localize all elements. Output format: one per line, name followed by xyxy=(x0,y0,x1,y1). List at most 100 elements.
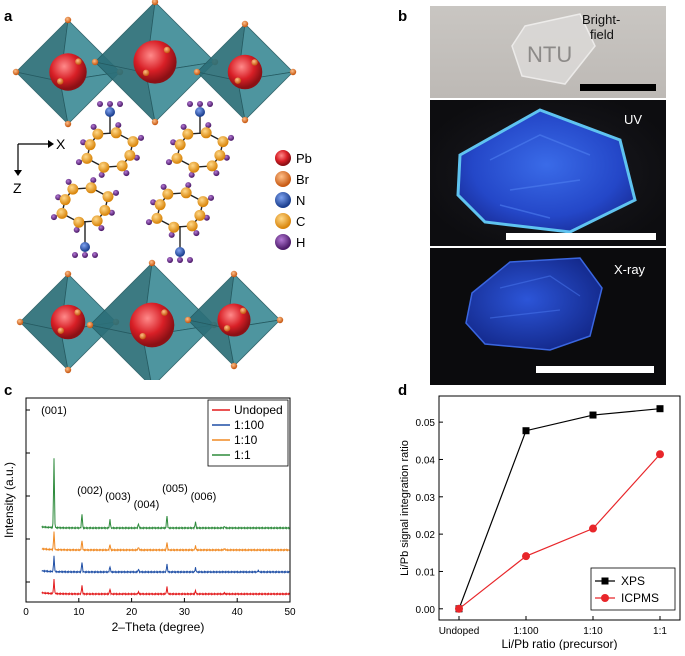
c-atom xyxy=(214,149,226,161)
scale-bar xyxy=(580,84,656,91)
h-atom xyxy=(150,199,157,206)
h-atom xyxy=(133,154,140,161)
x-tick-label: 20 xyxy=(126,607,138,618)
br-atom xyxy=(57,78,64,85)
legend-label: 1:1 xyxy=(234,448,251,462)
legend-atom-swatch xyxy=(275,150,291,166)
h-atom xyxy=(92,252,98,258)
pb-atom xyxy=(50,304,86,340)
ntu-logo-text: NTU xyxy=(527,42,572,67)
y-tick-label: 0.03 xyxy=(416,493,436,504)
br-atom xyxy=(276,316,284,324)
h-atom xyxy=(168,231,175,238)
c-atom xyxy=(206,160,218,172)
c-atom xyxy=(127,136,139,148)
h-atom xyxy=(170,139,177,146)
organic-molecule xyxy=(145,182,215,263)
h-atom xyxy=(188,171,195,178)
h-atom xyxy=(108,209,115,216)
pbbr6-octahedron xyxy=(12,16,124,128)
atom-legend: Pb Br NCH xyxy=(275,150,312,250)
legend-label: 1:10 xyxy=(234,433,258,447)
legend-atom-label: Pb xyxy=(296,151,312,166)
scale-bar xyxy=(536,366,654,373)
xrd-series-11 xyxy=(41,458,290,530)
x-tick-label: 30 xyxy=(179,607,191,618)
x-axis-label: Li/Pb ratio (precursor) xyxy=(501,637,617,650)
y-tick-label: 0.04 xyxy=(416,455,436,466)
lipb-ratio-chart: 0.00 0.01 0.02 0.03 0.04 0.05 Undoped 1:100 1:10… xyxy=(399,395,681,650)
x-axis-label: 2–Theta (degree) xyxy=(112,620,205,634)
y-axis-label: Intensity (a.u.) xyxy=(2,462,16,538)
br-atom xyxy=(16,318,24,326)
xray-label: X-ray xyxy=(614,262,646,277)
c-atom xyxy=(168,221,180,233)
br-atom xyxy=(151,118,159,126)
br-atom xyxy=(64,366,72,374)
h-atom xyxy=(187,101,193,107)
br-atom xyxy=(64,270,72,278)
h-atom xyxy=(203,214,210,221)
c-atom xyxy=(98,161,110,173)
br-atom xyxy=(64,16,72,24)
legend-marker xyxy=(601,577,609,585)
c-atom xyxy=(182,128,194,140)
panel-label-c: c xyxy=(4,382,13,399)
br-atom xyxy=(75,58,82,65)
crystal-structure-figure: X Z Pb Br NCH xyxy=(12,0,312,380)
data-point-xps xyxy=(522,427,530,435)
h-atom xyxy=(160,183,167,190)
h-atom xyxy=(97,101,103,107)
xrd-series-1100 xyxy=(41,555,290,574)
h-atom xyxy=(177,257,183,263)
x-tick-label: 1:100 xyxy=(513,626,538,637)
h-atom xyxy=(193,230,200,237)
h-atom xyxy=(228,134,235,141)
legend-atom-label: N xyxy=(296,193,305,208)
legend-atom-label: H xyxy=(296,235,305,250)
data-point-xps xyxy=(656,405,664,413)
panel-label-d: d xyxy=(398,382,408,399)
legend-atom-swatch xyxy=(275,192,291,208)
c-atom xyxy=(124,149,136,161)
c-atom xyxy=(91,215,103,227)
h-atom xyxy=(90,123,97,130)
br-atom xyxy=(223,325,231,332)
plot-frame xyxy=(25,397,291,603)
organic-cations xyxy=(50,101,235,263)
series-line-icpms xyxy=(458,453,661,610)
c-atom xyxy=(171,152,183,164)
n-atom xyxy=(80,242,90,252)
c-atom xyxy=(217,136,229,148)
br-atom xyxy=(139,332,146,340)
h-atom xyxy=(98,171,105,178)
legend-atom-label: Br xyxy=(296,172,310,187)
pb-atom xyxy=(217,303,251,337)
h-atom xyxy=(138,134,145,141)
h-atom xyxy=(205,122,212,129)
legend-atom-swatch xyxy=(275,213,291,229)
c-atom xyxy=(81,152,93,164)
br-atom xyxy=(12,68,20,76)
data-point-icpms xyxy=(589,524,597,533)
br-atom xyxy=(230,270,238,278)
h-atom xyxy=(185,182,192,189)
c-atom xyxy=(186,220,198,232)
organic-molecule xyxy=(165,101,235,178)
c-atom xyxy=(110,127,122,139)
x-tick-label: 40 xyxy=(232,607,244,618)
octahedra-layer xyxy=(12,0,297,380)
h-atom xyxy=(55,194,62,201)
c-atom xyxy=(116,160,128,172)
br-atom xyxy=(184,316,192,324)
xrd-chart: 0 10 20 30 40 50 2–Theta (degree) Intensity (a.… xyxy=(2,397,296,634)
pb-atom xyxy=(49,53,87,91)
h-atom xyxy=(187,257,193,263)
c-atom xyxy=(67,183,79,195)
c-atom xyxy=(59,194,71,206)
x-tick-label: 1:10 xyxy=(583,626,603,637)
y-tick-label: 0.01 xyxy=(416,567,436,578)
c-atom xyxy=(99,204,111,216)
c-atom xyxy=(188,161,200,173)
c-atom xyxy=(180,187,192,199)
